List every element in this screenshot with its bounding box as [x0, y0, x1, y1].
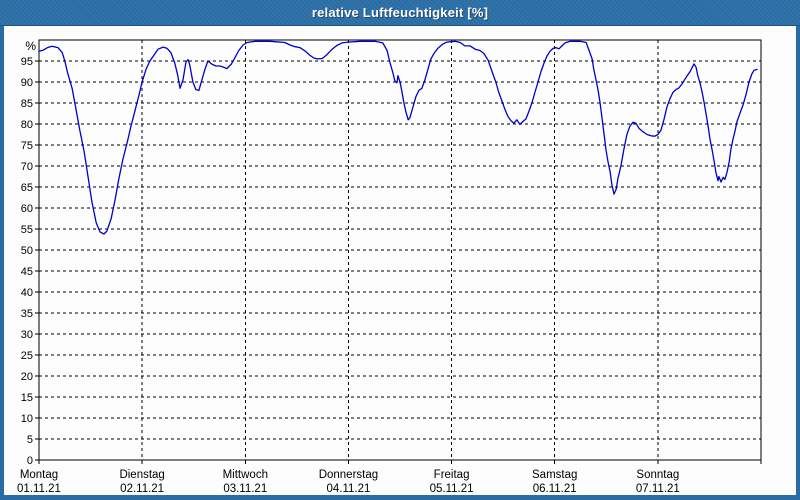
- y-tick-label: 10: [21, 413, 33, 425]
- y-tick-label: 30: [21, 329, 33, 341]
- x-day-label: Sonntag: [636, 469, 679, 481]
- x-date-label: 06.11.21: [533, 483, 577, 495]
- y-tick-label: 55: [21, 224, 33, 236]
- y-tick-label: 5: [27, 434, 33, 446]
- window-title: relative Luftfeuchtigkeit [%]: [311, 5, 489, 20]
- x-date-label: 05.11.21: [430, 483, 474, 495]
- y-tick-label: 40: [21, 287, 33, 299]
- y-tick-label: 20: [21, 371, 33, 383]
- y-tick-label: 70: [21, 161, 33, 173]
- y-tick-label: 75: [21, 140, 33, 152]
- y-tick-label: 0: [27, 455, 33, 467]
- chart-area: 0 5 10 15 20 25 30 35 40 45 50 55 60 65 70 75 80 85 90 95% M…: [4, 26, 796, 495]
- y-tick-label: 80: [21, 119, 33, 131]
- x-day-label: Donnerstag: [319, 469, 378, 481]
- y-tick-label: 95: [21, 56, 33, 68]
- y-tick-label: 90: [21, 77, 33, 89]
- humidity-series-line: [38, 40, 758, 235]
- y-tick-label: 50: [21, 245, 33, 257]
- y-tick-label: 65: [21, 182, 33, 194]
- y-tick-label: 25: [21, 350, 33, 362]
- x-day-label: Dienstag: [119, 469, 164, 481]
- y-tick-label: 15: [21, 392, 33, 404]
- x-day-label: Samstag: [532, 469, 577, 481]
- y-axis-unit-label: %: [25, 39, 36, 53]
- y-tick-label: 60: [21, 203, 33, 215]
- humidity-line-chart: 0 5 10 15 20 25 30 35 40 45 50 55 60 65 70 75 80 85 90 95% M…: [17, 39, 762, 495]
- y-tick-label: 35: [21, 308, 33, 320]
- x-date-label: 03.11.21: [223, 483, 267, 495]
- titlebar: relative Luftfeuchtigkeit [%]: [0, 0, 800, 26]
- x-date-label: 02.11.21: [120, 483, 164, 495]
- x-day-label: Montag: [20, 469, 58, 481]
- y-tick-label: 45: [21, 266, 33, 278]
- x-day-label: Mittwoch: [223, 469, 268, 481]
- y-tick-label: 85: [21, 98, 33, 110]
- x-day-label: Freitag: [434, 469, 470, 481]
- x-date-label: 04.11.21: [326, 483, 370, 495]
- x-date-label: 01.11.21: [17, 483, 61, 495]
- x-date-label: 07.11.21: [636, 483, 680, 495]
